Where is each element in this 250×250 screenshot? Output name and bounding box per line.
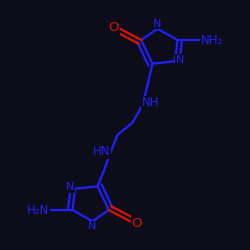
Text: N: N [176,55,184,65]
Text: N: N [66,182,74,192]
Text: NH₂: NH₂ [201,34,223,46]
Text: N: N [153,19,162,29]
Text: N: N [88,221,97,231]
Text: H₂N: H₂N [27,204,49,216]
Text: HN: HN [93,145,111,158]
Text: O: O [108,21,119,34]
Text: NH: NH [142,96,159,110]
Text: O: O [132,217,142,230]
